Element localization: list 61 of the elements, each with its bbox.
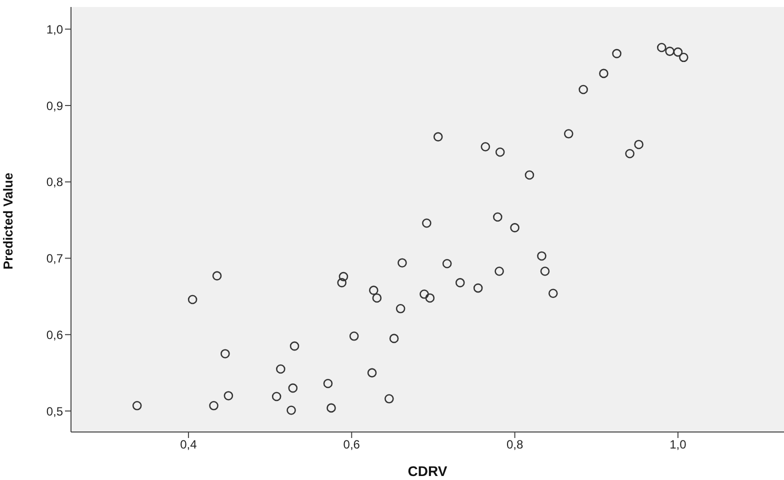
point xyxy=(625,148,634,158)
x-tick-label: 0,6 xyxy=(343,438,360,452)
point xyxy=(665,46,674,56)
x-axis-title: CDRV xyxy=(408,463,448,479)
point xyxy=(599,68,608,78)
point xyxy=(455,278,465,288)
point xyxy=(634,140,644,150)
point xyxy=(396,304,406,314)
x-tick-label: 1,0 xyxy=(670,438,687,452)
point xyxy=(389,334,399,344)
point xyxy=(398,258,407,268)
point xyxy=(286,406,296,415)
point xyxy=(132,401,142,410)
point xyxy=(224,391,234,400)
y-tick-label: 0,7 xyxy=(46,252,64,266)
point xyxy=(473,283,483,293)
point xyxy=(337,278,346,288)
point xyxy=(422,218,432,228)
y-axis-title: Predicted Value xyxy=(0,172,16,270)
point xyxy=(578,84,588,94)
point xyxy=(656,42,666,52)
point xyxy=(372,293,382,303)
point xyxy=(288,383,298,393)
point xyxy=(442,258,452,268)
point xyxy=(612,48,622,58)
y-tick-label: 0,9 xyxy=(46,98,64,113)
point xyxy=(212,271,222,280)
point xyxy=(495,147,505,157)
point xyxy=(349,332,359,341)
point xyxy=(524,170,534,180)
point xyxy=(564,129,574,138)
point xyxy=(367,368,377,378)
point xyxy=(679,52,688,62)
point xyxy=(290,341,300,351)
point xyxy=(384,394,394,404)
point xyxy=(540,266,550,276)
y-tick-label: 0,8 xyxy=(46,175,64,190)
x-tick-label: 0,4 xyxy=(180,438,198,452)
point xyxy=(420,290,429,299)
point xyxy=(276,364,286,374)
point xyxy=(673,47,683,57)
point xyxy=(510,223,520,232)
point xyxy=(272,392,282,402)
point xyxy=(433,132,443,142)
y-tick-label: 0,6 xyxy=(46,328,64,342)
point xyxy=(537,251,546,261)
point xyxy=(220,349,230,358)
point xyxy=(494,266,504,276)
x-tick-label: 0,8 xyxy=(506,438,524,452)
point xyxy=(209,401,218,410)
y-tick-label: 1,0 xyxy=(46,22,64,36)
point xyxy=(188,294,198,304)
point xyxy=(493,212,502,222)
point xyxy=(326,403,336,413)
y-tick-label: 0,5 xyxy=(46,404,64,418)
point xyxy=(338,272,348,282)
point xyxy=(323,378,333,388)
point xyxy=(548,288,558,298)
point xyxy=(480,142,490,152)
point xyxy=(425,293,435,303)
point xyxy=(369,286,378,295)
